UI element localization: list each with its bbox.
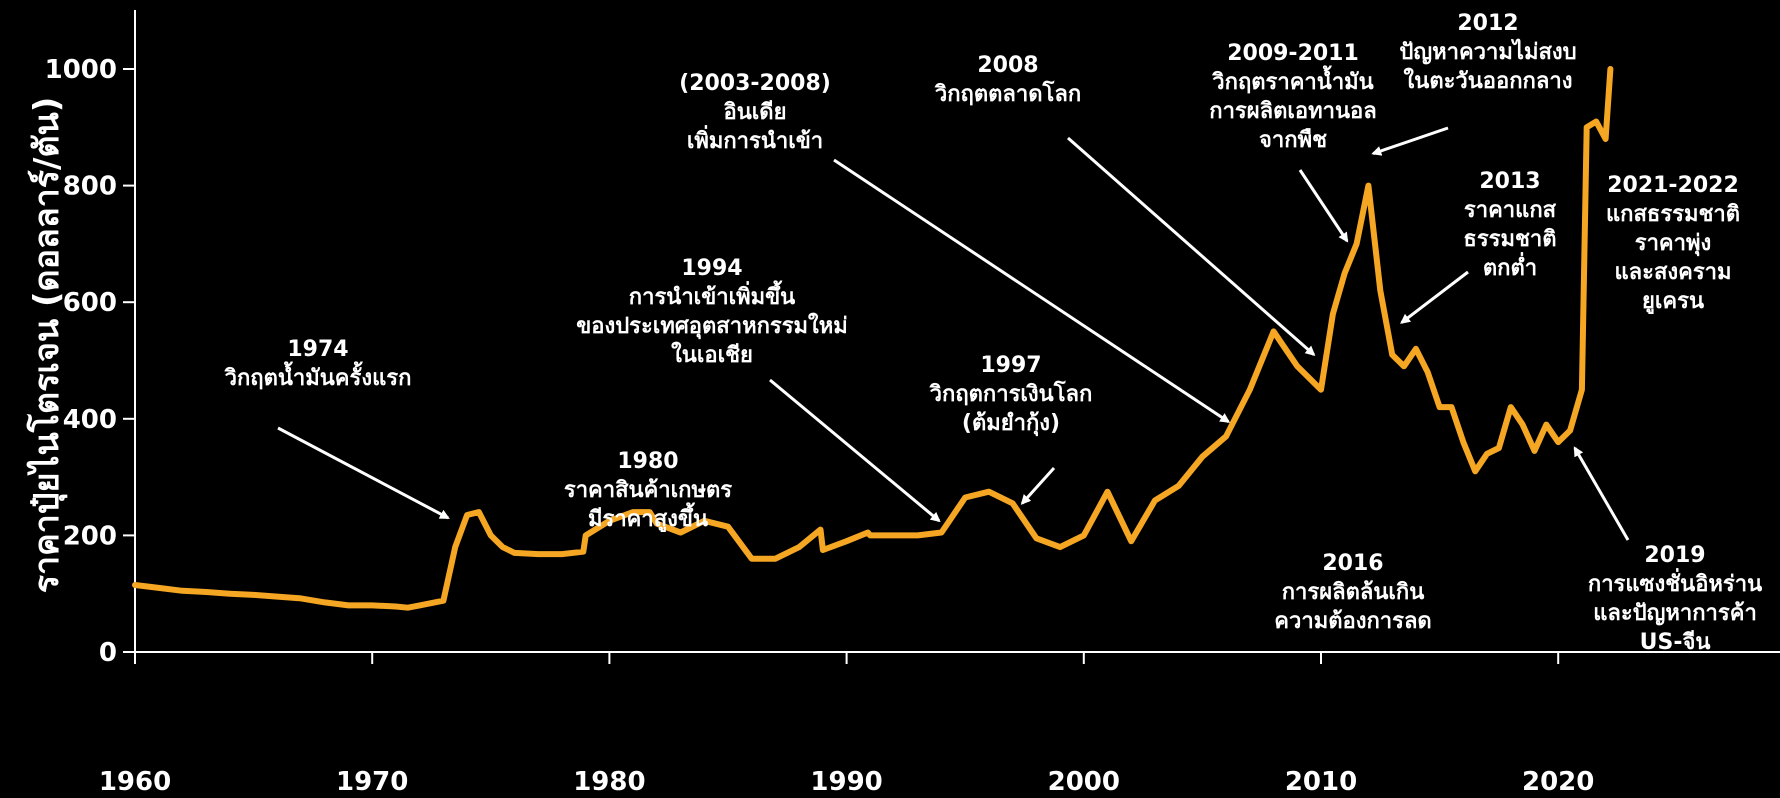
- annotation-text: ความต้องการลด: [1274, 609, 1431, 634]
- annotation-text: ราคาแกส: [1464, 198, 1557, 223]
- annotation: 2009-2011วิกฤตราคาน้ำมันการผลิตเอทานอลจา…: [1209, 41, 1376, 153]
- x-tick-label: 1970: [336, 767, 408, 797]
- annotation-text: จากพืช: [1259, 128, 1327, 153]
- annotation-arrow: [1573, 446, 1630, 541]
- annotation-text: 2021-2022: [1607, 173, 1739, 198]
- x-tick-label: 2010: [1285, 767, 1357, 797]
- annotation-text: 1980: [617, 449, 678, 474]
- annotation-text: 2012: [1457, 11, 1518, 36]
- y-tick-label: 1000: [45, 55, 117, 85]
- y-tick-label: 600: [63, 288, 117, 318]
- annotation-text: 2019: [1644, 543, 1705, 568]
- annotation-text: US-จีน: [1640, 630, 1711, 655]
- annotation-text: ธรรมชาติ: [1463, 227, 1556, 252]
- annotation-text: วิกฤตราคาน้ำมัน: [1212, 65, 1374, 95]
- y-tick-label: 800: [63, 172, 117, 202]
- annotation-text: 1994: [681, 256, 742, 281]
- annotation-arrow: [1067, 136, 1316, 356]
- annotation-text: อินเดีย: [724, 100, 787, 125]
- annotation-text: ยูเครน: [1642, 289, 1704, 315]
- x-tick-label: 1990: [810, 767, 882, 797]
- annotation-arrow: [1400, 270, 1469, 324]
- annotation-text: 2016: [1322, 551, 1383, 576]
- price-series: [132, 66, 1614, 611]
- annotation-arrow: [833, 158, 1231, 423]
- x-tick-label: 2020: [1522, 767, 1594, 797]
- annotation-text: การแซงชั่นอิหร่าน: [1588, 567, 1762, 597]
- annotation-text: 2013: [1479, 169, 1540, 194]
- x-tick-label: 1980: [573, 767, 645, 797]
- annotation-text: ในเอเชีย: [671, 341, 753, 368]
- axes: 1960 1970 1980 1990 2000 2010 2020 0 200 400 600 80…: [45, 10, 1780, 797]
- annotation-text: (2003-2008): [679, 71, 831, 96]
- annotation-arrows: [277, 126, 1630, 541]
- price-line: [132, 66, 1614, 611]
- annotation-text: การผลิตเอทานอล: [1209, 99, 1376, 124]
- y-tick-label: 400: [63, 405, 117, 435]
- annotation-arrow: [769, 378, 941, 523]
- annotation-text: ในตะวันออกกลาง: [1404, 67, 1573, 94]
- annotation-text: การผลิตล้นเกิน: [1282, 580, 1425, 605]
- annotation-text: วิกฤตการเงินโลก: [929, 380, 1092, 407]
- y-tick-label: 0: [99, 638, 117, 668]
- annotation-text: 2009-2011: [1227, 41, 1359, 66]
- annotation: (2003-2008) อินเดียเพิ่มการนำเข้า: [679, 71, 831, 154]
- y-tick-label: 200: [63, 521, 117, 551]
- annotation-text: และสงคราม: [1614, 260, 1731, 285]
- annotation-arrow: [1371, 126, 1449, 156]
- annotation-text: เพิ่มการนำเข้า: [687, 124, 823, 154]
- annotation-arrow: [1020, 466, 1056, 505]
- annotation-text: แกสธรรมชาติ: [1606, 202, 1740, 227]
- annotation-text: 2008: [977, 53, 1038, 78]
- annotation-text: ราคาสินค้าเกษตร: [564, 478, 732, 503]
- annotation-text: ตกต่ำ: [1483, 251, 1537, 281]
- annotation-text: ราคาพุ่ง: [1635, 231, 1711, 257]
- annotation-text: มีราคาสูงขึ้น: [588, 502, 708, 533]
- y-axis-label: ราคาปุ๋ยไนโตรเจน (ดอลลาร์/ตัน): [26, 97, 68, 594]
- annotation-arrow: [277, 426, 450, 520]
- x-tick-label: 2000: [1048, 767, 1120, 797]
- annotation-arrow: [1298, 169, 1349, 243]
- annotation-text: วิกฤตน้ำมันครั้งแรก: [224, 361, 411, 391]
- annotation-text: และปัญหาการค้า: [1593, 601, 1757, 626]
- annotation-text: ของประเทศอุตสาหกรรมใหม่: [576, 312, 848, 340]
- annotation-text: 1997: [980, 353, 1041, 378]
- annotation: 1994การนำเข้าเพิ่มขึ้นของประเทศอุตสาหกรร…: [576, 256, 848, 368]
- annotation-text: วิกฤตตลาดโลก: [934, 80, 1081, 107]
- x-tick-label: 1960: [99, 767, 171, 797]
- annotation-text: (ต้มยำกุ้ง): [962, 411, 1060, 437]
- annotation-text: 1974: [287, 337, 348, 362]
- annotation: 2021-2022 แกสธรรมชาติราคาพุ่งและสงครามยูเ…: [1606, 173, 1740, 315]
- annotation-text: การนำเข้าเพิ่มขึ้น: [629, 280, 795, 310]
- annotation-text: ปัญหาความไม่สงบ: [1399, 38, 1576, 65]
